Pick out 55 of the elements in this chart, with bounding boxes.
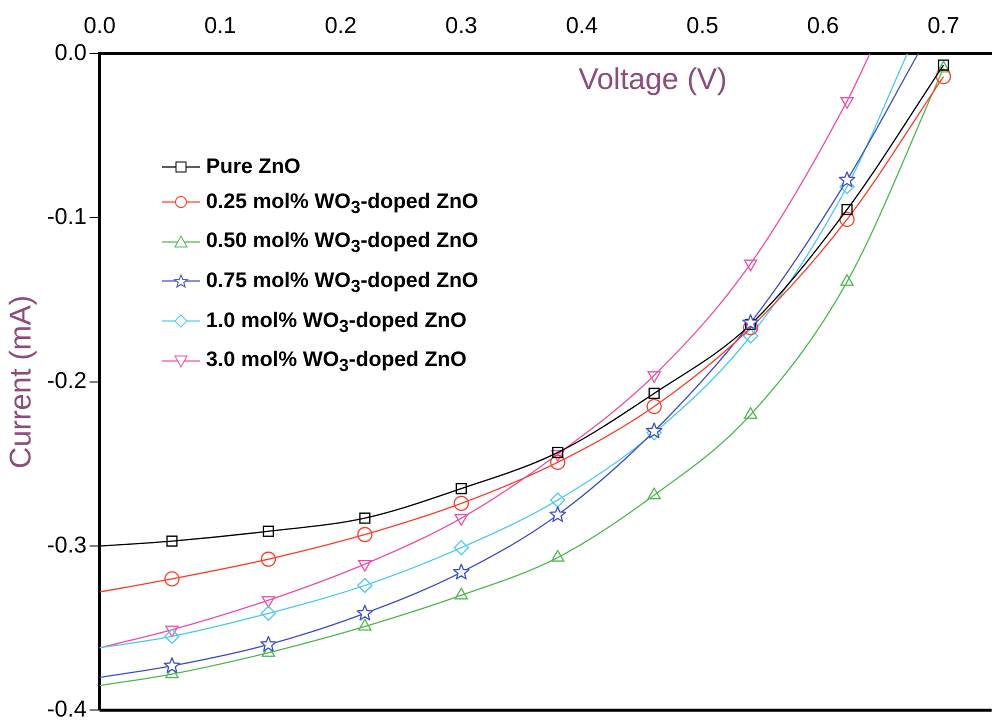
x-tick-label: 0.7 <box>927 12 960 38</box>
x-tick-label: 0.1 <box>204 12 236 38</box>
x-tick-label: 0.6 <box>806 12 839 38</box>
point <box>551 550 564 562</box>
legend-label: 1.0 mol% WO$_{3}$-doped ZnO <box>206 308 467 336</box>
point <box>936 68 952 84</box>
point <box>550 454 566 470</box>
y-tick-label: -0.4 <box>46 696 87 722</box>
point <box>838 171 856 188</box>
point <box>744 407 758 419</box>
point <box>549 506 566 522</box>
point <box>164 628 180 644</box>
point <box>260 606 276 621</box>
y-tick-label: -0.1 <box>46 203 87 230</box>
point <box>841 204 853 216</box>
point <box>646 398 662 414</box>
point <box>648 388 660 399</box>
point <box>550 492 566 508</box>
legend-label: 0.50 mol% WO$_{3}$-doped ZnO <box>206 229 478 256</box>
point <box>839 212 855 228</box>
y-tick-label: -0.3 <box>46 531 87 558</box>
point <box>166 536 178 547</box>
point <box>452 564 470 580</box>
point <box>646 422 662 438</box>
point <box>357 578 372 594</box>
point <box>454 588 468 600</box>
x-tick-label: 0.0 <box>84 12 116 38</box>
y-tick-label: 0.0 <box>54 38 87 65</box>
point <box>454 540 469 556</box>
point <box>454 496 469 512</box>
point <box>456 483 467 494</box>
legend-label: 0.25 mol% WO$_{3}$-doped ZnO <box>206 190 478 217</box>
x-tick-label: 0.5 <box>686 12 718 38</box>
point <box>742 328 758 344</box>
point <box>359 512 370 524</box>
y-axis-title: Current (mA) <box>4 295 38 469</box>
legend-label: Pure ZnO <box>206 155 301 178</box>
point <box>164 657 180 674</box>
y-tick-label: -0.2 <box>46 367 87 394</box>
point <box>357 526 372 542</box>
x-tick-label: 0.3 <box>445 12 478 38</box>
point <box>358 618 372 631</box>
point <box>262 526 274 537</box>
legend-label: 0.75 mol% WO$_{3}$-doped ZnO <box>206 268 478 296</box>
point <box>164 571 180 587</box>
point <box>552 446 564 458</box>
point <box>742 314 759 330</box>
x-tick-label: 0.2 <box>324 12 357 38</box>
point <box>647 488 661 500</box>
point <box>260 552 276 567</box>
x-axis-title: Voltage (V) <box>578 62 727 96</box>
point <box>356 604 374 621</box>
point <box>260 636 277 652</box>
legend-label: 3.0 mol% WO$_{3}$-doped ZnO <box>206 348 467 376</box>
x-tick-label: 0.4 <box>566 12 598 38</box>
